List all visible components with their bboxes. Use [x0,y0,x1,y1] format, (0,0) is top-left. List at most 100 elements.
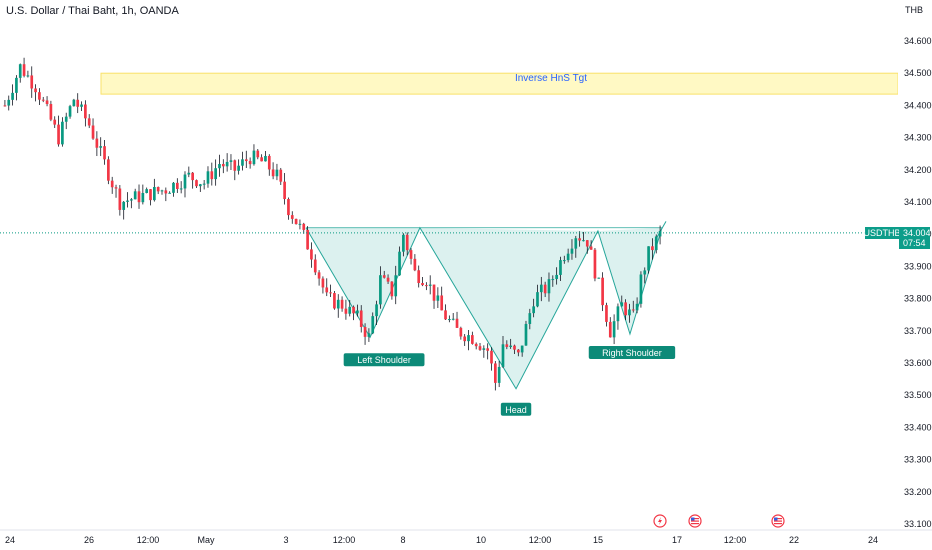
price-countdown: 07:54 [903,238,926,248]
candle-body [363,327,367,337]
candle-body [107,159,110,181]
candle-body [218,164,221,169]
candle-body [459,327,463,337]
candle-body [287,199,290,216]
candle-body [229,160,233,162]
candle-body [233,160,237,171]
time-tick-label: 8 [400,535,405,545]
pattern-label[interactable]: Right Shoulder [588,346,676,360]
candle-body [164,190,168,194]
pattern-triangle [306,227,420,338]
candle-body [68,106,72,117]
price-value: 34.004 [903,228,931,238]
us-flag-icon[interactable] [771,514,785,528]
candle-body [225,161,229,167]
price-tick-label: 33.900 [904,261,932,271]
price-tick-label: 33.800 [904,294,932,304]
candle-body [601,277,604,306]
candle-body [455,318,459,328]
pattern-label-text: Right Shoulder [602,348,662,358]
candle-body [130,199,133,201]
symbol-title: U.S. Dollar / Thai Baht, 1h, OANDA [6,5,179,17]
candle-body [290,215,294,219]
candle-body [574,238,578,249]
candle-body [325,287,329,293]
candle-body [72,99,76,107]
candle-body [122,201,126,210]
candle-body [501,344,505,367]
candle-body [313,259,317,273]
candle-body [99,146,103,148]
candle-body [520,345,524,353]
price-tick-label: 34.300 [904,133,932,143]
candle-body [152,187,156,201]
price-axis[interactable]: THB 34.600 34.500 34.400 34.300 34.200 34.100… [898,0,932,530]
candle-body [405,234,409,251]
pattern-label-text: Left Shoulder [357,355,411,365]
candle-body [524,323,528,346]
candle-body [359,310,363,328]
hns-pattern[interactable]: Left Shoulder Head Right Shoulder [305,221,676,416]
candle-body [241,159,244,166]
pattern-label-text: Head [505,405,527,415]
candle-body [252,150,256,165]
time-tick-label: 12:00 [529,535,552,545]
time-axis[interactable]: 24 26 12:00 May 3 12:00 8 10 12:00 15 17 12:00 22 24 [0,529,932,545]
candle-body [440,295,444,311]
candle-body [478,346,482,350]
candle-body [80,104,83,107]
time-tick-label: 26 [84,535,94,545]
candle-body [448,319,451,321]
candle-body [356,310,359,314]
time-tick-label: 12:00 [137,535,160,545]
candle-body [467,335,470,342]
candle-body [543,284,547,294]
candle-body [237,165,240,171]
candle-body [532,306,535,314]
candle-body [658,230,662,237]
time-tick-label: May [197,535,215,545]
candle-body [183,174,187,189]
us-flag-icon[interactable] [688,514,702,528]
price-tick-label: 33.600 [904,358,932,368]
candle-body [352,306,355,314]
pattern-label[interactable]: Head [500,402,532,416]
candle-body [11,92,14,100]
candle-body [528,313,532,324]
pattern-label[interactable]: Left Shoulder [343,353,425,367]
price-tick-label: 33.400 [904,422,932,432]
candle-body [34,88,37,93]
candle-body [428,284,432,286]
last-price-tag: USDTHB 34.004 07:54 [863,227,931,249]
candle-body [84,104,87,119]
candles-layer [3,57,662,391]
time-tick-label: 24 [5,535,15,545]
candle-body [612,321,616,338]
price-tick-label: 33.100 [904,519,932,529]
candle-body [639,274,643,304]
candle-body [509,345,513,347]
event-icons[interactable] [653,514,785,528]
symbol-tag-text: USDTHB [863,228,900,238]
candle-body [175,182,179,189]
candle-body [425,285,428,287]
price-tick-label: 34.600 [904,36,932,46]
candle-body [26,75,30,77]
candle-body [3,105,7,107]
candle-body [647,246,650,271]
candle-body [168,192,172,194]
candle-body [118,188,122,210]
candle-body [206,171,210,184]
candle-body [298,223,302,225]
candle-body [18,64,22,78]
candle-body [221,164,225,167]
candle-body [244,159,248,162]
target-zone[interactable] [100,72,899,95]
candle-body [444,310,447,320]
candle-body [651,246,654,251]
candle-body [267,155,271,170]
candle-body [654,236,658,251]
candle-body [589,246,593,250]
lightning-icon[interactable] [653,514,667,528]
